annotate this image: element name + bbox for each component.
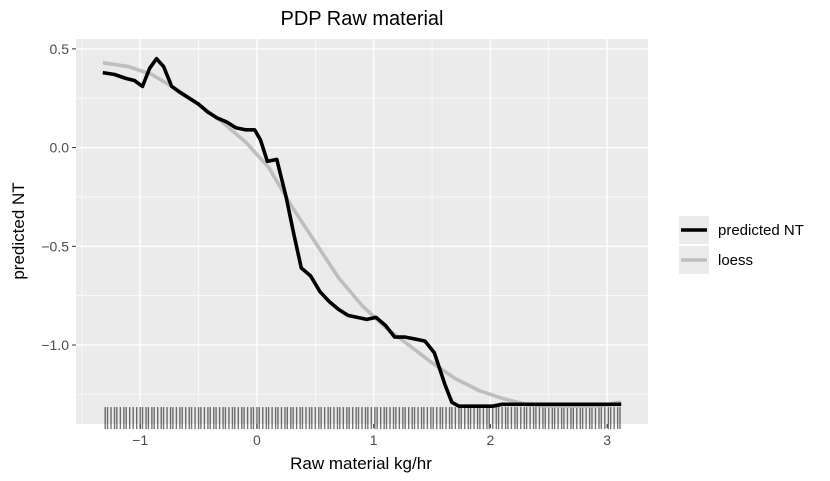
y-axis-title: predicted NT	[9, 182, 28, 279]
legend: predicted NT loess	[679, 216, 804, 274]
plot-panel	[76, 39, 648, 430]
x-axis-ticks: −1 0 1 2 3	[132, 424, 611, 448]
panel-background	[76, 39, 648, 424]
x-tick-label: −1	[132, 432, 148, 448]
y-tick-label: −0.5	[41, 238, 69, 254]
y-tick-label: −1.0	[41, 337, 69, 353]
series-line-predicted-nt	[102, 56, 622, 408]
legend-label: predicted NT	[718, 222, 804, 239]
x-tick-label: 2	[487, 432, 495, 448]
y-axis-ticks: −1.0 −0.5 0.0 0.5	[41, 41, 76, 353]
y-tick-label: 0.0	[50, 140, 70, 156]
x-tick-label: 0	[253, 432, 261, 448]
x-tick-label: 1	[370, 432, 378, 448]
legend-label: loess	[718, 252, 753, 269]
rug	[104, 407, 621, 430]
x-tick-label: 3	[603, 432, 611, 448]
y-tick-label: 0.5	[50, 41, 70, 57]
x-axis-title: Raw material kg/hr	[290, 454, 432, 473]
chart-title: PDP Raw material	[280, 8, 443, 30]
